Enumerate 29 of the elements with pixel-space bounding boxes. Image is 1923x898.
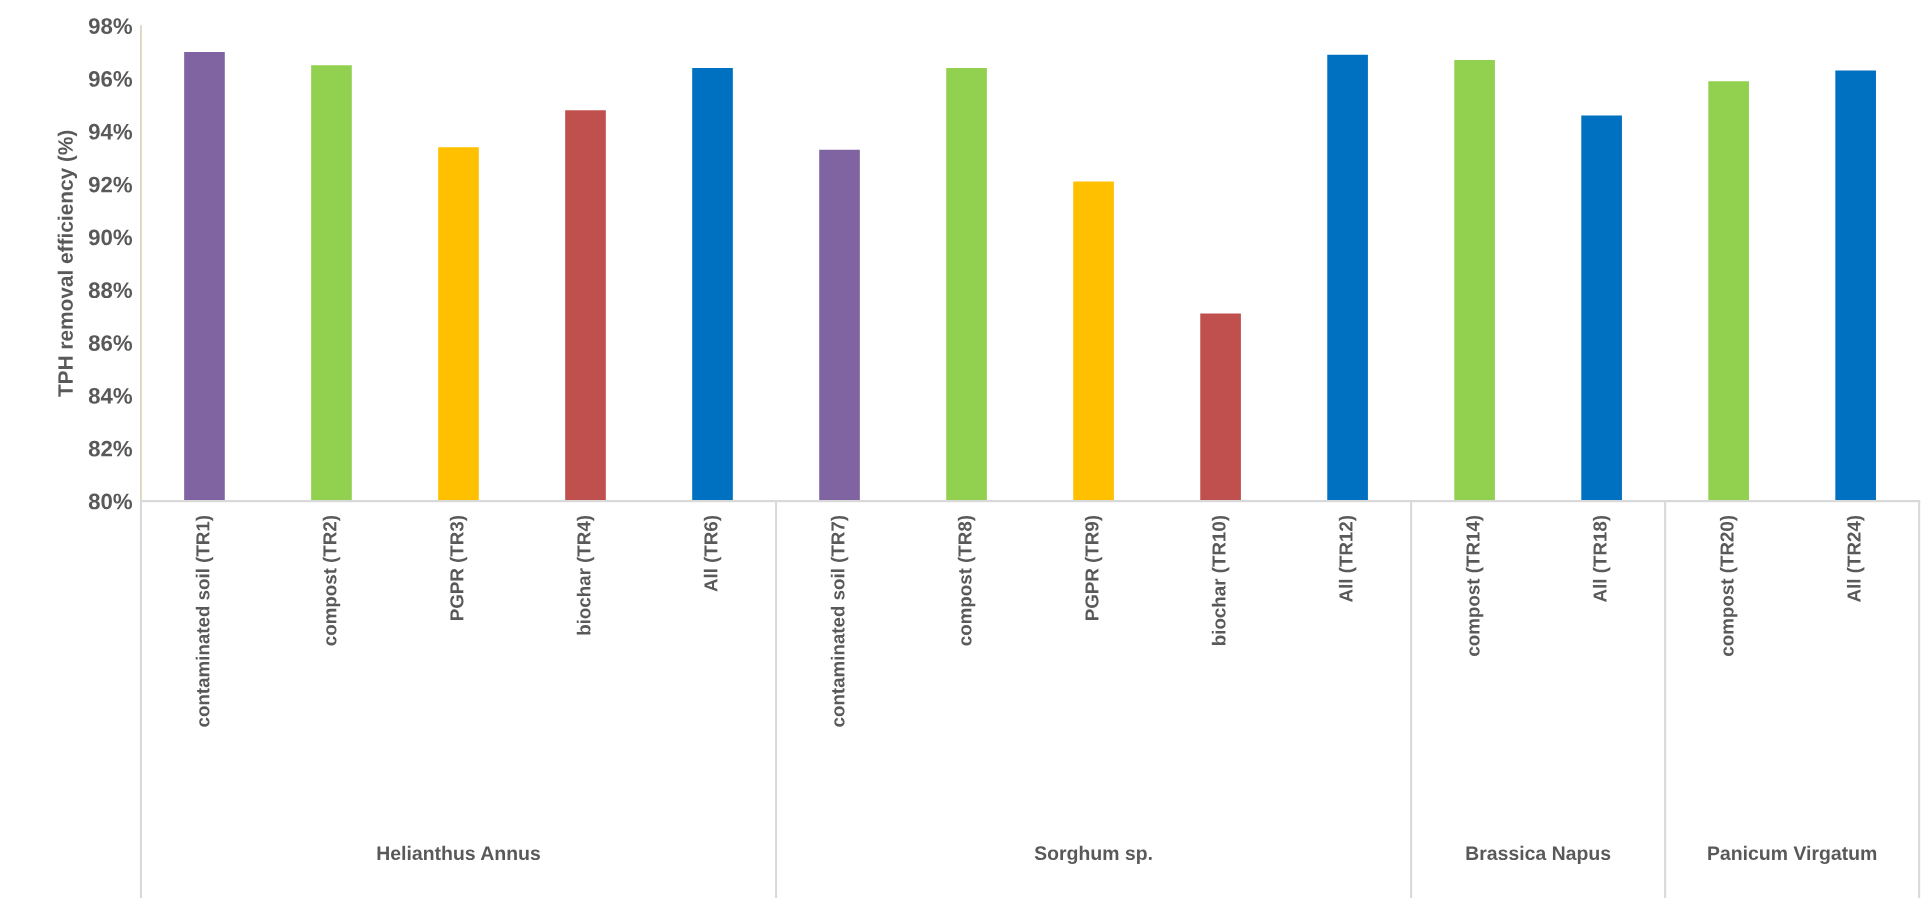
y-axis-title: TPH removal efficiency (%) bbox=[57, 130, 78, 397]
x-tick-label: All (TR6) bbox=[703, 515, 722, 592]
x-tick-label: contaminated soil (TR1) bbox=[195, 515, 214, 727]
text: Helianthus Annus bbox=[377, 845, 540, 861]
y-tick-label: 92% bbox=[88, 176, 133, 193]
text: Sorghum sp. bbox=[1034, 845, 1152, 864]
x-tick-label: contaminated soil (TR7) bbox=[830, 515, 849, 727]
text: Panicum Virgatum bbox=[1708, 845, 1877, 864]
x-tick-label: compost (TR14) bbox=[1465, 515, 1484, 656]
y-tick-label: 84% bbox=[88, 387, 133, 404]
y-tick-label: 88% bbox=[88, 282, 133, 299]
y-tick-label: 94% bbox=[88, 123, 133, 140]
x-tick-label: compost (TR20) bbox=[1719, 515, 1738, 656]
y-tick-label: 80% bbox=[88, 493, 133, 510]
y-tick-label: 82% bbox=[88, 440, 133, 457]
x-tick-label: biochar (TR10) bbox=[1211, 515, 1230, 645]
y-tick-label: 98% bbox=[88, 18, 133, 34]
x-tick-label: compost (TR2) bbox=[322, 515, 341, 646]
x-tick-label: PGPR (TR9) bbox=[1084, 515, 1103, 620]
text: Brassica Napus bbox=[1466, 845, 1611, 864]
x-tick-label: All (TR12) bbox=[1338, 515, 1357, 603]
x-tick-label: PGPR (TR3) bbox=[449, 515, 468, 620]
x-tick-label: biochar (TR4) bbox=[576, 515, 595, 635]
x-tick-label: compost (TR8) bbox=[957, 515, 976, 646]
y-tick-label: 86% bbox=[88, 335, 133, 351]
x-tick-label: All (TR18) bbox=[1592, 515, 1611, 603]
y-tick-label: 90% bbox=[88, 229, 133, 246]
y-tick-label: 96% bbox=[88, 71, 133, 87]
x-tick-label: All (TR24) bbox=[1846, 515, 1865, 603]
